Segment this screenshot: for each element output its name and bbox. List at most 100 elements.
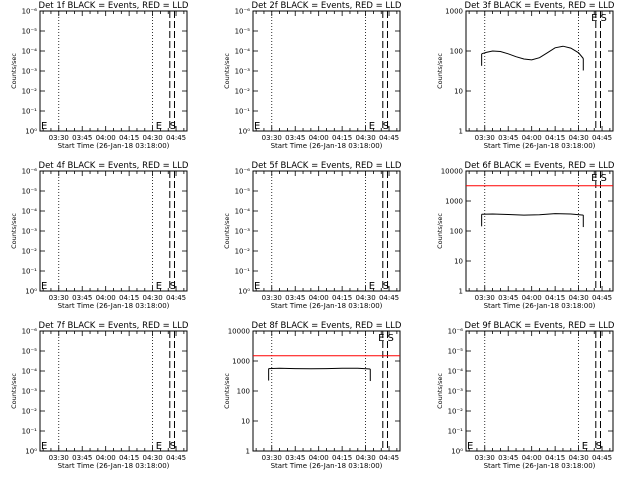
y-tick-label: 10⁻¹: [235, 268, 251, 276]
plot-frame: [252, 10, 401, 132]
panel-title: Det 8f BLACK = Events, RED = LLD: [252, 321, 402, 331]
y-axis-label: Counts/sec: [10, 213, 18, 249]
panel-title: Det 7f BLACK = Events, RED = LLD: [39, 321, 189, 331]
event-marker: E: [378, 333, 384, 344]
event-marker: S: [596, 441, 602, 452]
x-tick-label: 04:15: [545, 454, 565, 462]
panel-det-8: Det 8f BLACK = Events, RED = LLD 03:30 03:…: [223, 321, 402, 470]
x-tick-label: 04:00: [522, 454, 542, 462]
y-tick-label: 10⁻³: [235, 228, 251, 236]
x-tick-label: 04:00: [96, 134, 116, 142]
event-marker: E: [467, 441, 473, 452]
event-marker: E: [369, 121, 375, 132]
y-tick-label: 1: [246, 448, 250, 456]
x-axis-label: Start Time (26-Jan-18 03:18:00): [58, 462, 170, 470]
y-tick-label: 10⁻³: [448, 388, 464, 396]
y-tick-label: 1000: [232, 358, 250, 366]
x-tick-label: 04:45: [166, 294, 186, 302]
y-tick-label: 10⁻³: [22, 388, 38, 396]
event-marker: S: [600, 13, 606, 24]
plot-frame: [39, 330, 188, 452]
series-line: [481, 213, 584, 216]
y-tick-label: 10⁻⁶: [235, 8, 251, 16]
event-marker: E: [41, 281, 47, 292]
x-tick-label: 04:15: [332, 454, 352, 462]
x-tick-label: 04:00: [96, 294, 116, 302]
x-tick-label: 04:30: [569, 294, 589, 302]
event-marker: E: [41, 121, 47, 132]
x-tick-label: 03:30: [475, 294, 495, 302]
x-tick-label: 04:15: [545, 294, 565, 302]
x-axis-label: Start Time (26-Jan-18 03:18:00): [271, 142, 383, 150]
y-tick-label: 10⁻⁵: [235, 188, 251, 196]
x-tick-label: 04:30: [356, 134, 376, 142]
plot-frame: [252, 330, 401, 452]
event-marker: E: [254, 121, 260, 132]
x-tick-label: 04:00: [309, 134, 329, 142]
y-tick-label: 100: [237, 388, 250, 396]
y-tick-label: 10⁻⁶: [448, 328, 464, 336]
y-tick-label: 10⁻⁵: [22, 348, 38, 356]
y-axis-label: Counts/sec: [223, 53, 231, 89]
x-tick-label: 04:30: [143, 134, 163, 142]
plot-frame: [465, 10, 614, 132]
x-tick-label: 03:45: [498, 134, 518, 142]
plot-frame: [252, 170, 401, 292]
x-tick-label: 04:15: [332, 134, 352, 142]
event-marker: E: [369, 281, 375, 292]
x-tick-label: 03:45: [72, 134, 92, 142]
event-marker: E: [156, 121, 162, 132]
y-axis-label: Counts/sec: [223, 373, 231, 409]
y-tick-label: 100: [450, 228, 463, 236]
y-tick-label: 10⁻⁵: [235, 28, 251, 36]
y-tick-label: 10⁻⁴: [22, 208, 38, 216]
x-tick-label: 03:30: [475, 454, 495, 462]
y-tick-label: 10⁰: [238, 288, 250, 296]
y-tick-label: 10⁻³: [22, 228, 38, 236]
event-marker: S: [387, 333, 393, 344]
x-tick-label: 04:30: [569, 454, 589, 462]
y-tick-label: 10⁰: [25, 128, 37, 136]
x-tick-label: 04:30: [356, 454, 376, 462]
y-tick-label: 10⁻⁶: [22, 168, 38, 176]
x-tick-label: 04:45: [379, 294, 399, 302]
series-line: [268, 367, 371, 370]
x-tick-label: 03:45: [72, 454, 92, 462]
x-tick-label: 03:45: [285, 134, 305, 142]
x-tick-label: 04:15: [119, 454, 139, 462]
x-tick-label: 04:30: [143, 454, 163, 462]
event-marker: E: [156, 441, 162, 452]
x-axis-label: Start Time (26-Jan-18 03:18:00): [271, 302, 383, 310]
event-marker: E: [156, 281, 162, 292]
panel-det-1: Det 1f BLACK = Events, RED = LLD 03:30 03:…: [10, 1, 189, 150]
y-tick-label: 10⁻³: [235, 68, 251, 76]
x-tick-label: 04:30: [569, 134, 589, 142]
x-tick-label: 04:00: [96, 454, 116, 462]
x-tick-label: 03:45: [285, 294, 305, 302]
y-tick-label: 10⁻⁵: [448, 348, 464, 356]
panel-det-4: Det 4f BLACK = Events, RED = LLD 03:30 03:…: [10, 161, 189, 310]
x-tick-label: 04:30: [143, 294, 163, 302]
y-tick-label: 10⁻²: [22, 248, 38, 256]
y-tick-label: 10: [454, 258, 463, 266]
x-tick-label: 03:45: [72, 294, 92, 302]
y-tick-label: 10⁻⁴: [235, 48, 251, 56]
x-tick-label: 04:45: [592, 294, 612, 302]
y-tick-label: 10⁻⁴: [22, 48, 38, 56]
panel-title: Det 1f BLACK = Events, RED = LLD: [39, 1, 189, 11]
x-tick-label: 03:30: [49, 454, 69, 462]
y-tick-label: 10⁻⁴: [235, 208, 251, 216]
x-tick-label: 04:45: [166, 134, 186, 142]
x-tick-label: 04:00: [522, 134, 542, 142]
x-tick-label: 04:00: [309, 454, 329, 462]
y-tick-label: 10: [241, 418, 250, 426]
panel-det-3: Det 3f BLACK = Events, RED = LLD 03:30 03:…: [436, 1, 615, 150]
x-axis-label: Start Time (26-Jan-18 03:18:00): [484, 302, 596, 310]
y-axis-label: Counts/sec: [10, 53, 18, 89]
x-axis-label: Start Time (26-Jan-18 03:18:00): [484, 462, 596, 470]
y-tick-label: 10⁻²: [22, 408, 38, 416]
event-marker: S: [600, 173, 606, 184]
y-tick-label: 10⁻¹: [448, 428, 464, 436]
